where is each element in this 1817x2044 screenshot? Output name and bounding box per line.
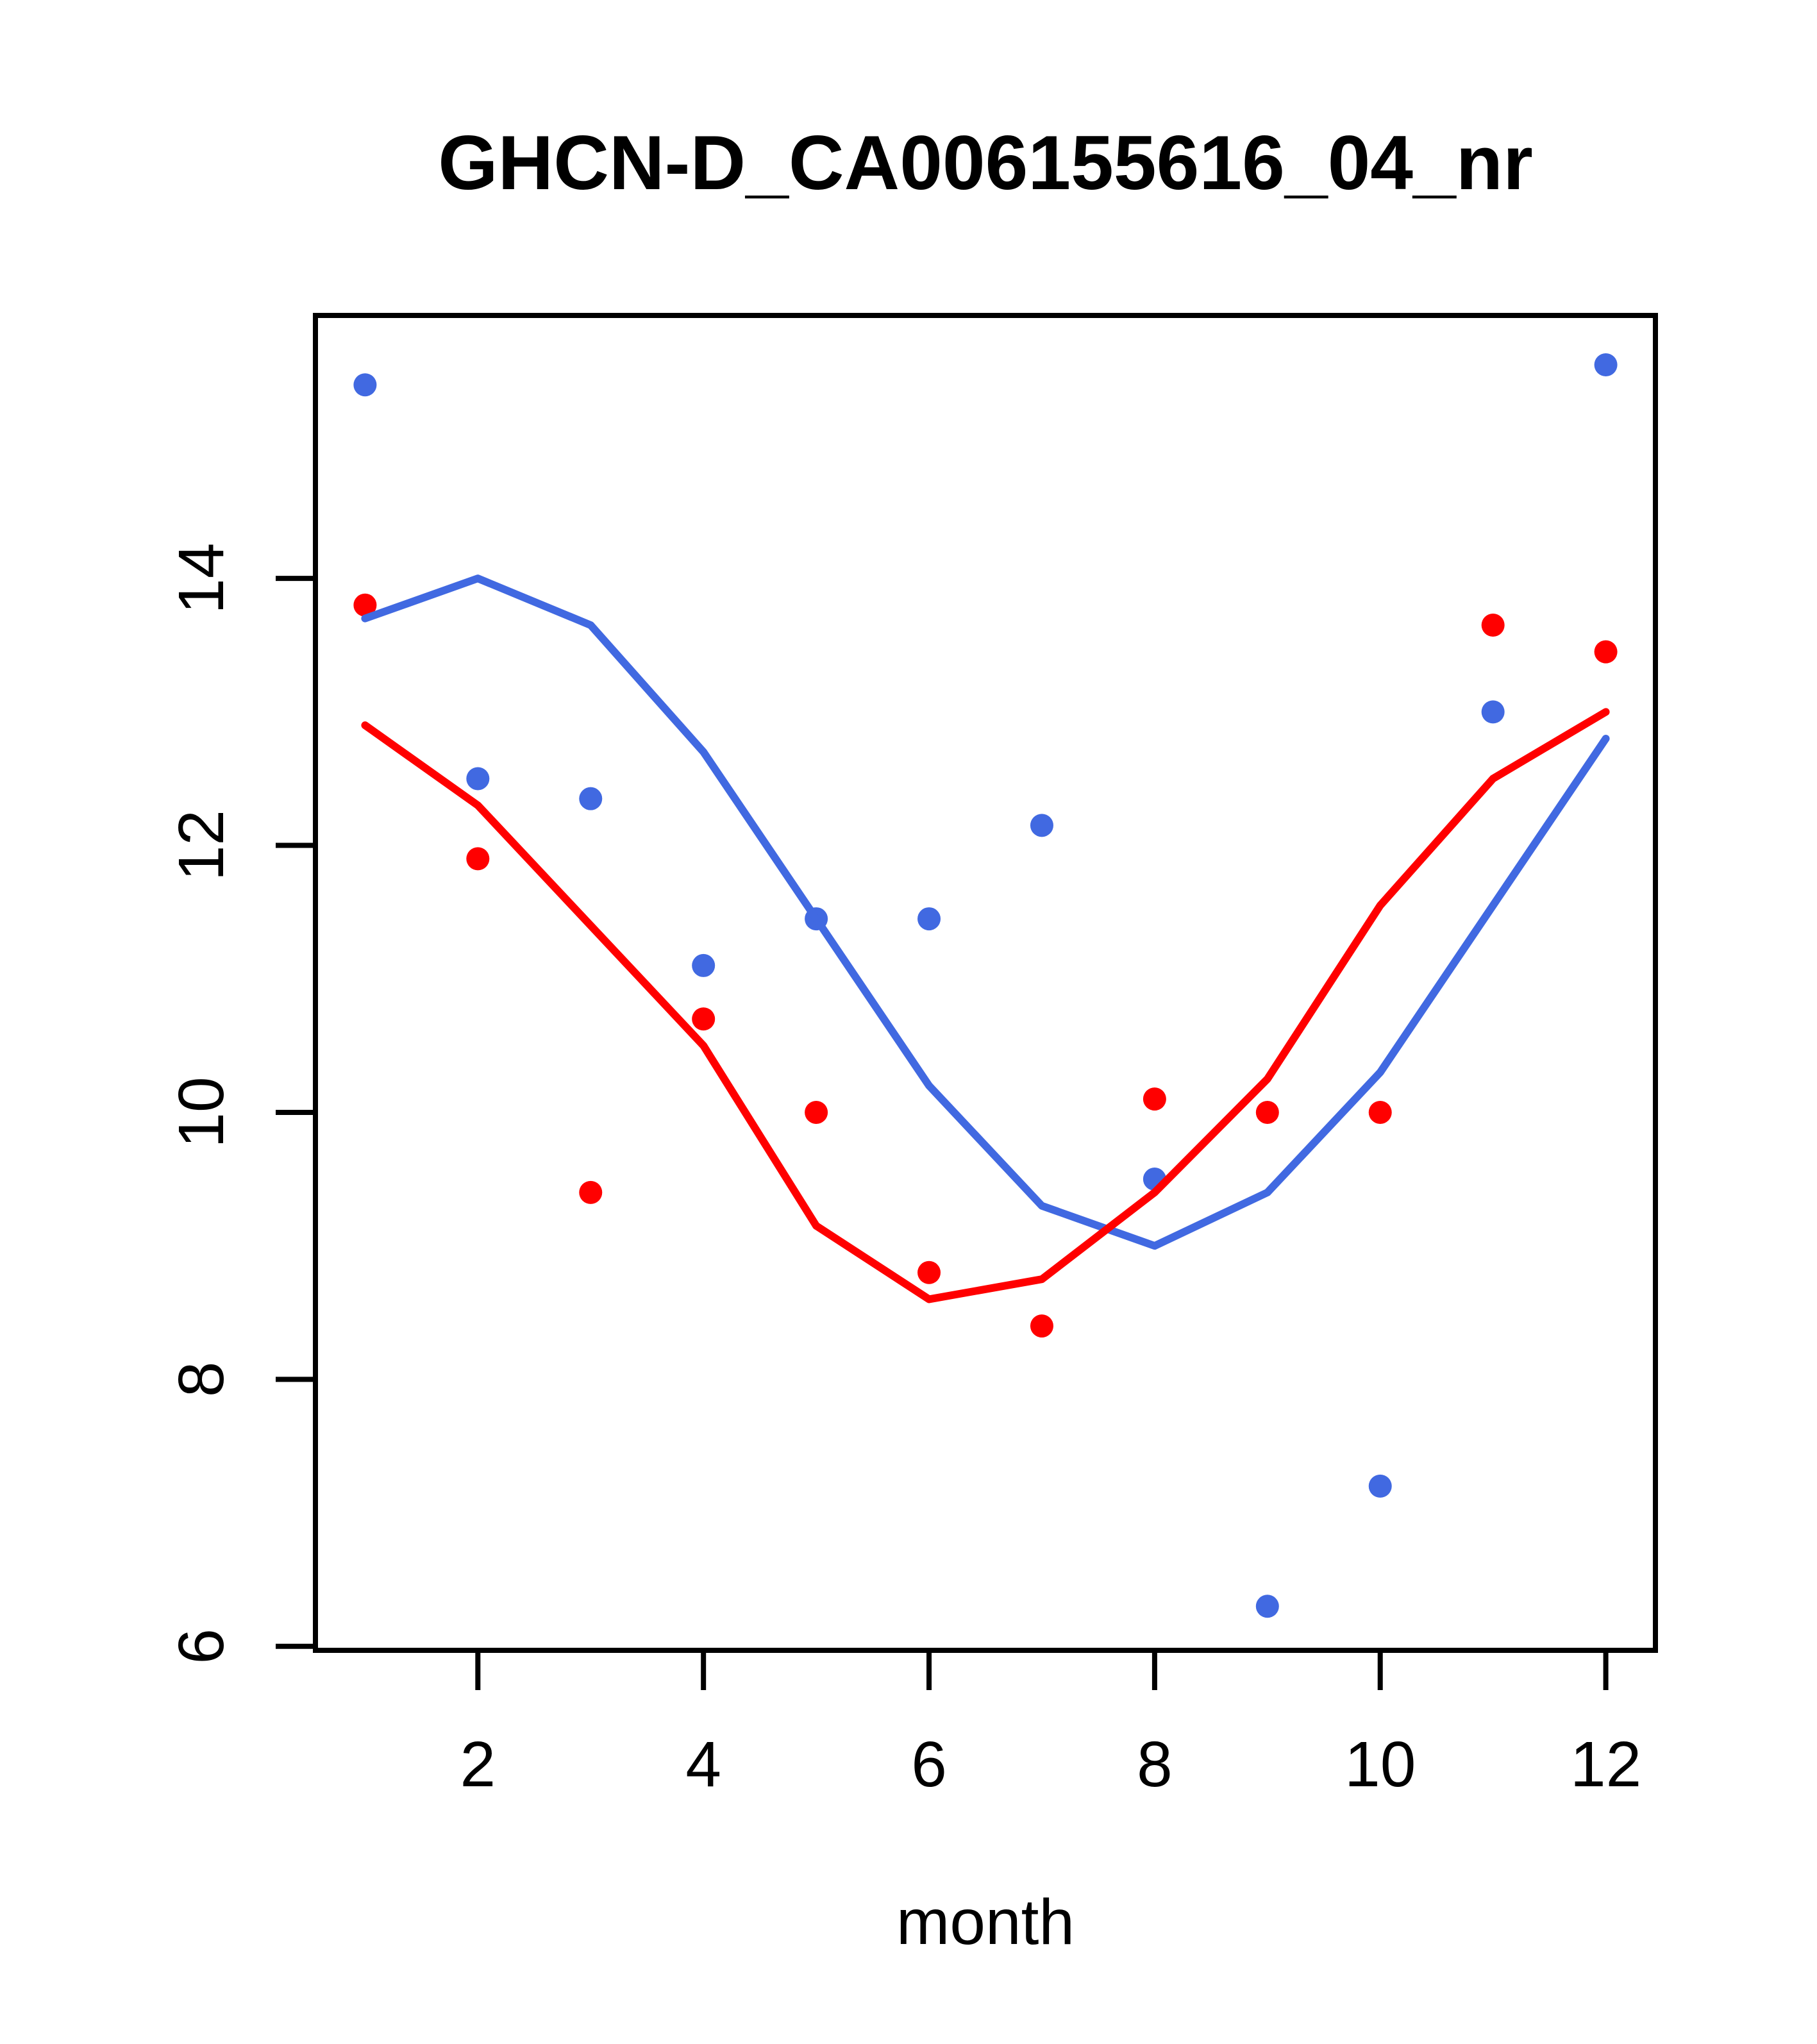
data-point-blue-points-m1 [353,373,377,397]
y-tick-label: 8 [165,1362,237,1398]
data-point-blue-points-m10 [1368,1474,1392,1498]
data-point-red-points-m5 [805,1100,828,1124]
data-point-red-points-m11 [1481,614,1505,637]
data-point-red-points-m7 [1030,1314,1053,1338]
data-point-blue-points-m3 [579,787,603,810]
chart-title: GHCN-D_CA006155616_04_nr [438,120,1533,206]
data-point-blue-points-m9 [1255,1595,1279,1618]
data-point-red-points-m6 [917,1261,941,1284]
data-point-blue-points-m7 [1030,814,1053,837]
y-tick-label: 6 [165,1629,237,1664]
data-point-blue-points-m12 [1594,353,1618,377]
scatter-points [353,353,1618,1618]
data-point-blue-points-m4 [692,953,716,977]
data-point-red-points-m3 [579,1180,603,1204]
x-tick-label: 2 [460,1729,496,1800]
data-point-red-points-m2 [466,847,490,871]
data-point-red-points-m12 [1594,640,1618,664]
x-axis-title: month [896,1886,1075,1958]
x-tick-label: 4 [685,1729,721,1800]
y-tick-label: 12 [165,810,237,881]
y-tick-label: 10 [165,1076,237,1148]
data-point-blue-points-m6 [917,907,941,931]
smooth-lines [361,574,1610,1303]
data-point-red-points-m1 [353,593,377,617]
data-point-red-points-m4 [692,1007,716,1031]
x-tick-label: 8 [1137,1729,1173,1800]
y-tick-label: 14 [165,543,237,614]
blue-smooth-line [361,574,1610,1250]
x-tick-label: 6 [911,1729,947,1800]
x-tick-label: 10 [1344,1729,1416,1800]
red-smooth-line [361,708,1610,1303]
data-point-blue-points-m2 [466,767,490,791]
data-point-red-points-m8 [1143,1087,1166,1111]
data-point-red-points-m10 [1368,1100,1392,1124]
data-point-red-points-m9 [1255,1100,1279,1124]
x-tick-label: 12 [1570,1729,1641,1800]
plot-frame [313,313,1658,1653]
data-point-blue-points-m11 [1481,700,1505,724]
axis-ticks: 2 4 6 8 10 12 6 8 10 12 14 [165,543,1641,1800]
